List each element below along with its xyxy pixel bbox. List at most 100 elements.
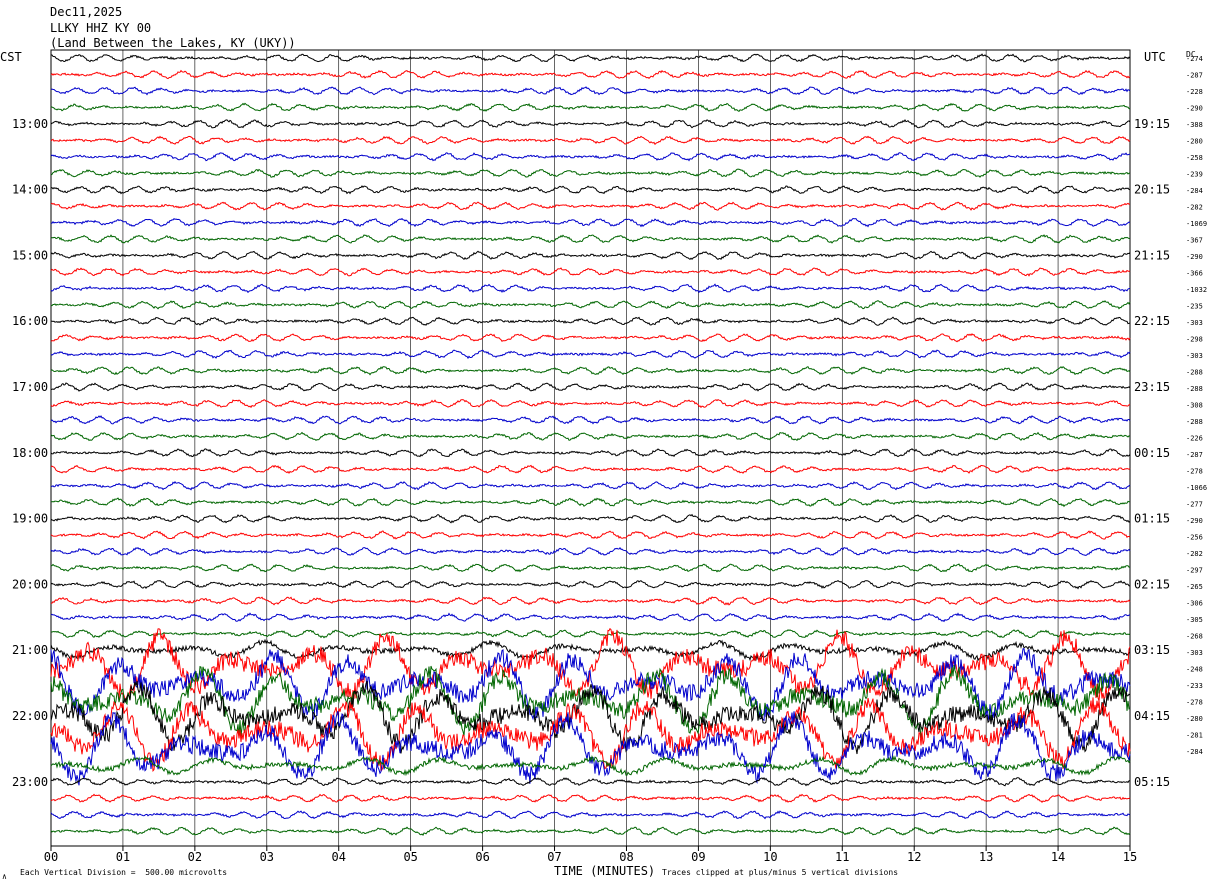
x-tick-label: 08 xyxy=(619,850,633,864)
dc-offset-label: -280 xyxy=(1186,715,1203,723)
dc-offset-label: -290 xyxy=(1186,517,1203,525)
left-time-label: 17:00 xyxy=(12,380,48,394)
right-time-label: 03:15 xyxy=(1134,643,1170,657)
seismic-trace xyxy=(50,648,1131,722)
x-tick-label: 07 xyxy=(547,850,561,864)
left-time-label: 23:00 xyxy=(12,775,48,789)
x-tick-label: 10 xyxy=(763,850,777,864)
seismic-trace xyxy=(50,152,1131,162)
x-tick-label: 13 xyxy=(979,850,993,864)
seismic-trace xyxy=(50,546,1131,556)
x-tick-label: 03 xyxy=(260,850,274,864)
dc-offset-label: -388 xyxy=(1186,121,1203,129)
station-label: LLKY HHZ KY 00 xyxy=(50,21,152,35)
dc-offset-label: -305 xyxy=(1186,616,1203,624)
left-time-label: 14:00 xyxy=(12,183,48,197)
dc-offset-label: -268 xyxy=(1186,633,1203,641)
seismic-trace xyxy=(50,316,1131,326)
seismic-trace xyxy=(50,234,1131,244)
dc-label: DC xyxy=(1186,50,1196,59)
right-time-label: 00:15 xyxy=(1134,446,1170,460)
seismic-trace xyxy=(50,680,1131,755)
seismic-trace xyxy=(50,69,1131,80)
seismic-trace xyxy=(50,415,1131,425)
seismic-trace xyxy=(50,638,1131,662)
x-tick-label: 00 xyxy=(44,850,58,864)
seismic-trace xyxy=(50,480,1131,491)
left-timezone-label: CST xyxy=(0,50,22,64)
seismic-trace xyxy=(50,431,1131,442)
dc-offset-label: -1066 xyxy=(1186,484,1207,492)
left-time-label: 13:00 xyxy=(12,117,48,131)
left-time-label: 15:00 xyxy=(12,248,48,262)
dc-offset-label: -303 xyxy=(1186,649,1203,657)
seismic-trace xyxy=(50,793,1131,803)
dc-offset-label: -280 xyxy=(1186,138,1203,146)
footer-scale-note: Each Vertical Division = 500.00 microvol… xyxy=(20,868,228,877)
seismic-trace xyxy=(50,596,1131,606)
seismic-trace xyxy=(50,349,1131,360)
x-tick-label: 12 xyxy=(907,850,921,864)
seismic-trace xyxy=(50,119,1131,129)
seismic-trace xyxy=(50,777,1131,787)
dc-offset-label: -366 xyxy=(1186,270,1203,278)
x-tick-label: 09 xyxy=(691,850,705,864)
dc-offset-label: -306 xyxy=(1186,600,1203,608)
date-label: Dec11,2025 xyxy=(50,5,123,19)
seismic-trace xyxy=(50,612,1131,623)
dc-offset-label: -274 xyxy=(1186,55,1203,63)
seismic-trace xyxy=(50,513,1131,524)
left-time-label: 20:00 xyxy=(12,577,48,591)
dc-offset-label: -284 xyxy=(1186,187,1203,195)
seismic-trace xyxy=(50,810,1131,820)
dc-offset-label: -288 xyxy=(1186,385,1203,393)
right-time-label: 02:15 xyxy=(1134,577,1170,591)
seismic-trace xyxy=(50,497,1131,508)
seismic-trace xyxy=(50,710,1131,786)
right-time-label: 20:15 xyxy=(1134,183,1170,197)
seismic-trace xyxy=(50,333,1131,343)
dc-offset-label: -290 xyxy=(1186,253,1203,261)
seismic-trace xyxy=(50,398,1131,409)
right-time-label: 23:15 xyxy=(1134,380,1170,394)
x-tick-label: 11 xyxy=(835,850,849,864)
dc-offset-label: -248 xyxy=(1186,666,1203,674)
dc-offset-label: -258 xyxy=(1186,154,1203,162)
dc-offset-label: -298 xyxy=(1186,336,1203,344)
dc-offset-label: -1032 xyxy=(1186,286,1207,294)
seismic-trace xyxy=(50,563,1131,573)
seismic-trace xyxy=(50,217,1131,228)
right-timezone-label: UTC xyxy=(1144,50,1166,64)
right-time-label: 21:15 xyxy=(1134,248,1170,262)
seismic-trace xyxy=(50,250,1131,261)
dc-offset-label: -235 xyxy=(1186,303,1203,311)
dc-offset-label: -367 xyxy=(1186,237,1203,245)
left-time-label: 16:00 xyxy=(12,314,48,328)
dc-offset-label: -281 xyxy=(1186,732,1203,740)
seismic-trace xyxy=(50,201,1130,211)
dc-offset-label: -233 xyxy=(1186,682,1203,690)
dc-offset-label: -282 xyxy=(1186,204,1203,212)
dc-offset-label: -287 xyxy=(1186,72,1203,80)
seismic-trace xyxy=(50,530,1131,540)
dc-offset-label: -303 xyxy=(1186,352,1203,360)
seismic-trace xyxy=(50,267,1131,277)
x-tick-label: 01 xyxy=(116,850,130,864)
x-tick-label: 02 xyxy=(188,850,202,864)
seismic-trace xyxy=(51,300,1131,310)
right-time-label: 04:15 xyxy=(1134,709,1170,723)
seismic-trace xyxy=(50,102,1131,112)
dc-offset-label: -287 xyxy=(1186,451,1203,459)
dc-offset-label: -297 xyxy=(1186,567,1203,575)
dc-offset-label: -308 xyxy=(1186,402,1203,410)
x-tick-label: 04 xyxy=(332,850,346,864)
seismic-trace xyxy=(50,185,1131,195)
dc-offset-label: -288 xyxy=(1186,369,1203,377)
dc-offset-label: -265 xyxy=(1186,583,1203,591)
seismic-trace xyxy=(50,366,1131,376)
seismic-trace xyxy=(50,448,1131,458)
dc-offset-label: -278 xyxy=(1186,699,1203,707)
left-time-label: 22:00 xyxy=(12,709,48,723)
left-time-label: 18:00 xyxy=(12,446,48,460)
seismic-trace xyxy=(50,754,1131,777)
